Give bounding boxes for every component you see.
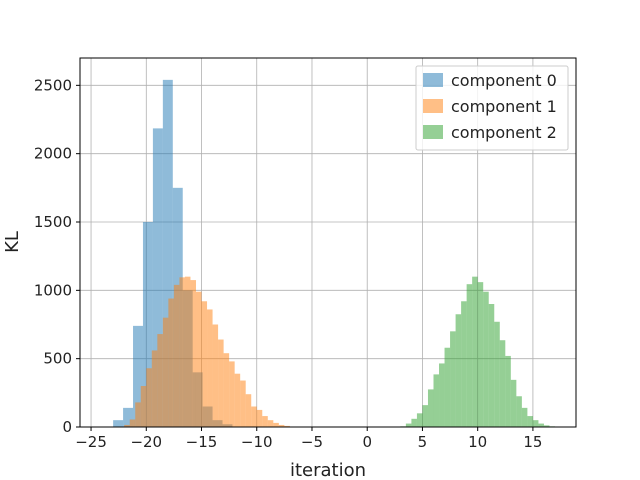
series-1-bar xyxy=(168,298,174,427)
series-1-bar xyxy=(284,425,290,427)
series-2-bar xyxy=(505,355,511,427)
series-2-bar xyxy=(444,347,451,427)
series-1-bar xyxy=(129,419,136,427)
series-1-bar xyxy=(146,368,152,427)
series-1-bar xyxy=(184,276,191,427)
x-axis-label: iteration xyxy=(290,460,366,480)
legend-label: component 1 xyxy=(451,97,557,116)
series-2-bar xyxy=(538,423,544,427)
series-1-bar xyxy=(190,280,196,427)
legend-box xyxy=(415,65,569,151)
legend: component 0 component 1 component 2 xyxy=(415,65,569,151)
series-1-bar xyxy=(218,339,224,427)
series-2-bar xyxy=(439,363,445,427)
series-1-bar xyxy=(223,353,230,427)
series-1-bar xyxy=(267,420,274,427)
legend-label: component 0 xyxy=(451,71,557,90)
series-1-bar xyxy=(278,424,285,427)
y-axis-ticks: 0 500 1000 1500 2000 2500 xyxy=(34,76,80,436)
series-1-bar xyxy=(157,334,163,427)
series-2-bars xyxy=(400,276,556,427)
series-1-bar xyxy=(240,380,246,427)
x-tick-label: 15 xyxy=(523,433,542,451)
series-2-bar xyxy=(433,374,440,427)
series-1-bar xyxy=(229,361,235,427)
series-2-bar xyxy=(532,420,539,427)
series-2-bar xyxy=(510,379,517,427)
histogram-bars xyxy=(113,79,556,427)
x-tick-label: −5 xyxy=(301,433,323,451)
series-2-bar xyxy=(455,314,462,427)
legend-swatch xyxy=(423,73,443,87)
series-1-bar xyxy=(151,350,158,427)
plot-frame xyxy=(79,57,577,428)
series-2-bar xyxy=(494,321,500,427)
legend-label: component 2 xyxy=(451,123,557,142)
y-tick-label: 500 xyxy=(43,350,72,368)
series-0-bar xyxy=(123,407,134,427)
series-1-bar xyxy=(140,386,147,427)
x-tick-label: −15 xyxy=(186,433,218,451)
series-0-bar xyxy=(152,128,163,427)
y-tick-label: 2000 xyxy=(34,145,72,163)
x-axis-ticks: −25 −20 −15 −10 −5 0 5 10 15 xyxy=(75,427,542,451)
series-2-bar xyxy=(416,413,423,427)
x-tick-label: −10 xyxy=(241,433,273,451)
series-2-bar xyxy=(461,301,467,427)
x-tick-label: 0 xyxy=(362,433,372,451)
series-2-bar xyxy=(521,407,528,427)
series-2-bar xyxy=(411,418,417,427)
x-tick-label: −25 xyxy=(75,433,107,451)
y-tick-label: 0 xyxy=(62,418,72,436)
series-0-bar xyxy=(142,222,153,427)
series-0-bar xyxy=(133,325,143,427)
series-2-bar xyxy=(488,304,495,427)
series-1-bar xyxy=(262,416,268,427)
series-1-bar xyxy=(212,324,219,427)
x-tick-label: −20 xyxy=(130,433,162,451)
series-1-bar xyxy=(234,373,241,427)
y-tick-label: 2500 xyxy=(34,76,72,94)
series-2-bar xyxy=(405,423,412,427)
y-tick-label: 1500 xyxy=(34,213,72,231)
series-1-bar xyxy=(135,402,141,427)
series-1-bars xyxy=(124,276,290,427)
series-1-bar xyxy=(256,409,263,427)
series-0-bar xyxy=(113,420,124,427)
y-axis-label: KL xyxy=(2,231,23,253)
series-1-bar xyxy=(162,317,169,427)
series-1-bar xyxy=(201,301,208,427)
series-1-bar xyxy=(245,394,252,427)
series-2-bar xyxy=(450,331,456,427)
series-1-bar xyxy=(273,422,279,427)
x-tick-label: 5 xyxy=(418,433,428,451)
series-1-bar xyxy=(124,424,130,427)
series-1-bar xyxy=(179,277,185,427)
series-0-bar xyxy=(162,79,173,427)
series-2-bar xyxy=(472,276,478,427)
legend-swatch xyxy=(423,99,443,113)
series-2-bar xyxy=(527,416,533,427)
series-2-bar xyxy=(516,396,522,427)
series-2-bar xyxy=(483,291,489,427)
series-2-bar xyxy=(543,425,550,427)
series-2-bar xyxy=(422,405,428,427)
series-2-bar xyxy=(427,389,434,427)
series-2-bar xyxy=(466,284,473,427)
series-2-bar xyxy=(499,340,506,427)
legend-swatch xyxy=(423,125,443,139)
series-1-bar xyxy=(207,309,213,427)
y-tick-label: 1000 xyxy=(34,281,72,299)
series-2-bar xyxy=(477,282,484,427)
series-1-bar xyxy=(195,291,202,427)
series-1-bar xyxy=(251,406,257,427)
series-1-bar xyxy=(173,284,180,427)
x-tick-label: 10 xyxy=(468,433,487,451)
